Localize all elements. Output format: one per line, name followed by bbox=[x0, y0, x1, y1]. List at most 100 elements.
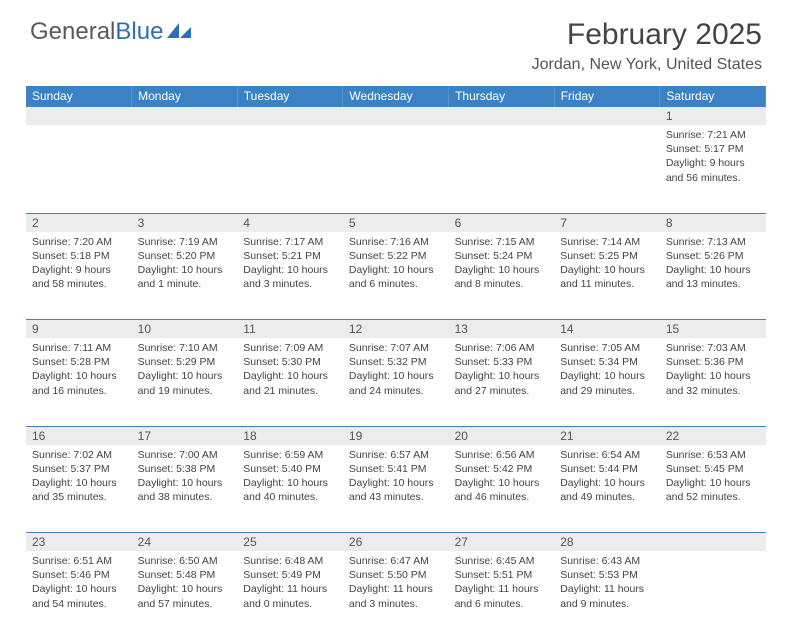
day-cell bbox=[554, 125, 660, 213]
day-cell: Sunrise: 6:48 AMSunset: 5:49 PMDaylight:… bbox=[237, 551, 343, 639]
daylight1-text: Daylight: 11 hours bbox=[349, 582, 443, 596]
day-cell: Sunrise: 7:10 AMSunset: 5:29 PMDaylight:… bbox=[132, 338, 238, 426]
sunset-text: Sunset: 5:29 PM bbox=[138, 355, 232, 369]
weekday-header: Saturday bbox=[660, 86, 766, 107]
day-cell bbox=[449, 125, 555, 213]
day-body: Sunrise: 6:48 AMSunset: 5:49 PMDaylight:… bbox=[237, 551, 343, 616]
daylight2-text: and 24 minutes. bbox=[349, 384, 443, 398]
day-body: Sunrise: 7:14 AMSunset: 5:25 PMDaylight:… bbox=[554, 232, 660, 297]
daylight1-text: Daylight: 11 hours bbox=[560, 582, 654, 596]
page-header: GeneralBlue February 2025 Jordan, New Yo… bbox=[0, 0, 792, 80]
daynum-cell bbox=[26, 107, 132, 126]
day-cell: Sunrise: 7:20 AMSunset: 5:18 PMDaylight:… bbox=[26, 232, 132, 320]
logo-text-2: Blue bbox=[115, 18, 163, 46]
sunrise-text: Sunrise: 7:10 AM bbox=[138, 341, 232, 355]
daylight1-text: Daylight: 10 hours bbox=[455, 263, 549, 277]
day-body: Sunrise: 6:56 AMSunset: 5:42 PMDaylight:… bbox=[449, 445, 555, 510]
daynum-cell: 3 bbox=[132, 213, 238, 232]
sunset-text: Sunset: 5:46 PM bbox=[32, 568, 126, 582]
day-body: Sunrise: 6:54 AMSunset: 5:44 PMDaylight:… bbox=[554, 445, 660, 510]
sunrise-text: Sunrise: 7:05 AM bbox=[560, 341, 654, 355]
location-text: Jordan, New York, United States bbox=[532, 56, 762, 74]
daynum-cell: 16 bbox=[26, 426, 132, 445]
day-body: Sunrise: 6:51 AMSunset: 5:46 PMDaylight:… bbox=[26, 551, 132, 616]
sunset-text: Sunset: 5:37 PM bbox=[32, 462, 126, 476]
day-body: Sunrise: 6:50 AMSunset: 5:48 PMDaylight:… bbox=[132, 551, 238, 616]
sunrise-text: Sunrise: 7:19 AM bbox=[138, 235, 232, 249]
sunrise-text: Sunrise: 7:17 AM bbox=[243, 235, 337, 249]
sunrise-text: Sunrise: 6:57 AM bbox=[349, 448, 443, 462]
sunset-text: Sunset: 5:17 PM bbox=[666, 142, 760, 156]
daylight1-text: Daylight: 10 hours bbox=[243, 476, 337, 490]
daylight2-text: and 3 minutes. bbox=[349, 597, 443, 611]
daylight1-text: Daylight: 10 hours bbox=[138, 263, 232, 277]
daynum-cell: 14 bbox=[554, 320, 660, 339]
day-body: Sunrise: 6:59 AMSunset: 5:40 PMDaylight:… bbox=[237, 445, 343, 510]
weekday-header-row: Sunday Monday Tuesday Wednesday Thursday… bbox=[26, 86, 766, 107]
daylight2-text: and 40 minutes. bbox=[243, 490, 337, 504]
weekday-header: Friday bbox=[554, 86, 660, 107]
day-cell: Sunrise: 6:47 AMSunset: 5:50 PMDaylight:… bbox=[343, 551, 449, 639]
daylight2-text: and 35 minutes. bbox=[32, 490, 126, 504]
day-cell: Sunrise: 6:57 AMSunset: 5:41 PMDaylight:… bbox=[343, 445, 449, 533]
week-row: Sunrise: 7:21 AMSunset: 5:17 PMDaylight:… bbox=[26, 125, 766, 213]
day-cell: Sunrise: 7:07 AMSunset: 5:32 PMDaylight:… bbox=[343, 338, 449, 426]
daynum-cell: 27 bbox=[449, 533, 555, 552]
sunset-text: Sunset: 5:26 PM bbox=[666, 249, 760, 263]
sunset-text: Sunset: 5:20 PM bbox=[138, 249, 232, 263]
daynum-row: 16171819202122 bbox=[26, 426, 766, 445]
day-cell: Sunrise: 7:09 AMSunset: 5:30 PMDaylight:… bbox=[237, 338, 343, 426]
daylight2-text: and 8 minutes. bbox=[455, 277, 549, 291]
day-number bbox=[554, 107, 660, 125]
day-cell: Sunrise: 6:45 AMSunset: 5:51 PMDaylight:… bbox=[449, 551, 555, 639]
daylight1-text: Daylight: 10 hours bbox=[349, 476, 443, 490]
week-row: Sunrise: 7:02 AMSunset: 5:37 PM Daylight:… bbox=[26, 445, 766, 533]
daylight1-text: Daylight: 10 hours bbox=[666, 476, 760, 490]
daylight1-text: Daylight: 10 hours bbox=[243, 369, 337, 383]
day-number: 3 bbox=[132, 214, 238, 232]
day-number: 6 bbox=[449, 214, 555, 232]
daynum-cell bbox=[660, 533, 766, 552]
daylight1-text: Daylight: 11 hours bbox=[243, 582, 337, 596]
day-cell: Sunrise: 6:50 AMSunset: 5:48 PMDaylight:… bbox=[132, 551, 238, 639]
sunrise-text: Sunrise: 7:07 AM bbox=[349, 341, 443, 355]
day-number: 11 bbox=[237, 320, 343, 338]
sunrise-text: Sunrise: 7:20 AM bbox=[32, 235, 126, 249]
day-cell bbox=[237, 125, 343, 213]
daylight2-text: and 27 minutes. bbox=[455, 384, 549, 398]
daylight2-text: and 46 minutes. bbox=[455, 490, 549, 504]
daynum-cell: 8 bbox=[660, 213, 766, 232]
day-number: 23 bbox=[26, 533, 132, 551]
day-cell: Sunrise: 7:03 AMSunset: 5:36 PMDaylight:… bbox=[660, 338, 766, 426]
daylight2-text: and 6 minutes. bbox=[455, 597, 549, 611]
daynum-cell: 25 bbox=[237, 533, 343, 552]
day-cell bbox=[660, 551, 766, 639]
day-cell: Sunrise: 6:51 AMSunset: 5:46 PMDaylight:… bbox=[26, 551, 132, 639]
sunset-text: Sunset: 5:30 PM bbox=[243, 355, 337, 369]
daynum-cell: 23 bbox=[26, 533, 132, 552]
day-body: Sunrise: 6:47 AMSunset: 5:50 PMDaylight:… bbox=[343, 551, 449, 616]
sunrise-text: Sunrise: 6:45 AM bbox=[455, 554, 549, 568]
sunrise-text: Sunrise: 7:02 AM bbox=[32, 448, 126, 462]
sunrise-text: Sunrise: 7:09 AM bbox=[243, 341, 337, 355]
daynum-cell: 5 bbox=[343, 213, 449, 232]
day-cell: Sunrise: 7:11 AMSunset: 5:28 PMDaylight:… bbox=[26, 338, 132, 426]
week-row: Sunrise: 7:11 AMSunset: 5:28 PMDaylight:… bbox=[26, 338, 766, 426]
daylight1-text: Daylight: 10 hours bbox=[138, 476, 232, 490]
day-number bbox=[237, 107, 343, 125]
month-title: February 2025 bbox=[532, 18, 762, 52]
daylight1-text: Daylight: 10 hours bbox=[560, 476, 654, 490]
day-cell bbox=[26, 125, 132, 213]
day-body: Sunrise: 7:03 AMSunset: 5:36 PMDaylight:… bbox=[660, 338, 766, 403]
daynum-row: 2345678 bbox=[26, 213, 766, 232]
daynum-cell bbox=[132, 107, 238, 126]
sunset-text: Sunset: 5:21 PM bbox=[243, 249, 337, 263]
sunset-text: Sunset: 5:44 PM bbox=[560, 462, 654, 476]
week-row: Sunrise: 7:20 AMSunset: 5:18 PMDaylight:… bbox=[26, 232, 766, 320]
daynum-cell: 13 bbox=[449, 320, 555, 339]
day-number: 24 bbox=[132, 533, 238, 551]
day-number: 13 bbox=[449, 320, 555, 338]
daynum-row: 232425262728 bbox=[26, 533, 766, 552]
sunrise-text: Sunrise: 7:14 AM bbox=[560, 235, 654, 249]
day-number: 16 bbox=[26, 427, 132, 445]
